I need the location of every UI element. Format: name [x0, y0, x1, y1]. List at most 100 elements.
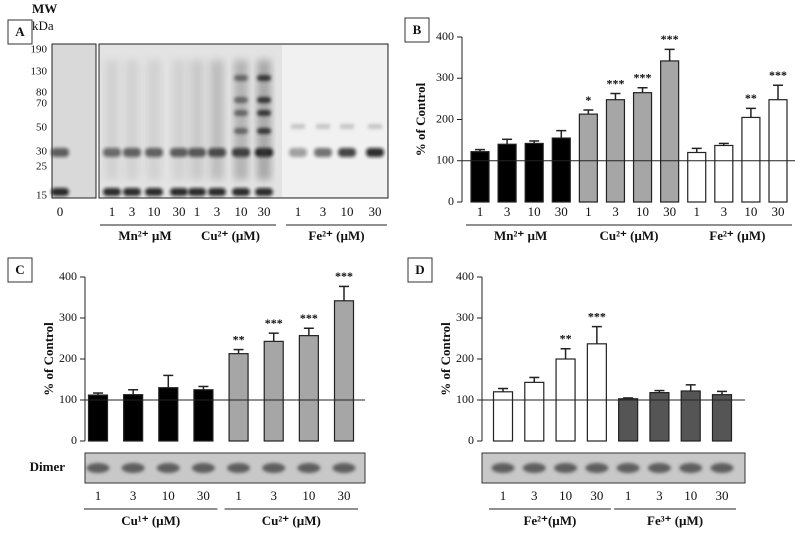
bar: [714, 144, 734, 203]
group-label: Cu²⁺ (µM): [262, 513, 321, 528]
y-tick-label: 300: [456, 310, 474, 324]
significance: ***: [634, 70, 652, 84]
x-tick-label: 1: [693, 204, 700, 219]
significance: **: [233, 332, 245, 346]
y-tick-label: 100: [456, 392, 474, 406]
blot-band: [616, 463, 640, 473]
gel-band: [257, 75, 271, 81]
x-tick-label: 30: [197, 488, 210, 503]
x-tick-label: 3: [504, 204, 511, 219]
gel-smear: [147, 60, 161, 180]
bar: [470, 151, 490, 203]
y-tick-label: 0: [71, 433, 77, 447]
x-tick-label: 30: [663, 204, 676, 219]
bar: [158, 387, 179, 442]
blot-band: [156, 463, 180, 473]
x-tick-label: 10: [528, 204, 541, 219]
y-tick-label: 100: [59, 392, 77, 406]
x-tick-label: 3: [721, 204, 728, 219]
gel-band: [51, 188, 69, 196]
bar: [768, 99, 788, 203]
gel-band: [188, 188, 206, 196]
mw-marker: 30: [36, 146, 48, 158]
gel-band: [234, 75, 248, 81]
panel-label: B: [413, 22, 422, 37]
bar: [228, 353, 249, 442]
lane-label: 30: [258, 204, 271, 219]
blot-band: [522, 463, 546, 473]
y-tick-label: 200: [456, 351, 474, 365]
blot-strip: [481, 452, 746, 484]
significance: ***: [265, 316, 283, 330]
gel-smear: [257, 60, 271, 180]
blot-band: [710, 463, 734, 473]
bar: [632, 92, 653, 203]
bar: [497, 143, 517, 203]
gel-band: [314, 148, 332, 157]
lane-label: 10: [235, 204, 248, 219]
y-axis-label: % of Control: [413, 82, 428, 156]
y-tick-label: 0: [468, 433, 474, 447]
panel-label: A: [15, 24, 25, 39]
significance: **: [560, 332, 572, 346]
blot-band: [647, 463, 671, 473]
gel-band: [170, 188, 188, 196]
significance: **: [745, 91, 757, 105]
panel-label: D: [415, 262, 424, 277]
bar: [298, 335, 319, 442]
gel-band: [338, 148, 356, 157]
bar: [586, 343, 607, 442]
group-label: Fe²⁺ (µM): [709, 228, 765, 243]
blot-band: [491, 463, 515, 473]
y-axis-label: % of Control: [41, 322, 56, 396]
lane-label: 30: [369, 204, 382, 219]
x-tick-label: 3: [656, 488, 663, 503]
lane-label: 3: [214, 204, 221, 219]
x-tick-label: 10: [636, 204, 649, 219]
bar: [687, 151, 707, 203]
y-tick-label: 200: [436, 111, 454, 125]
lane-label: 30: [173, 204, 186, 219]
x-tick-label: 3: [612, 204, 619, 219]
x-tick-label: 3: [130, 488, 137, 503]
group-label: Fe³⁺ (µM): [647, 513, 703, 528]
group-label: Mn²⁺ µM: [118, 228, 171, 243]
x-tick-label: 10: [684, 488, 697, 503]
gel-band: [291, 124, 305, 129]
gel-band: [366, 148, 384, 157]
panel-label-box: [407, 257, 433, 283]
lane-label: 0: [57, 204, 64, 219]
bar: [263, 340, 284, 442]
x-tick-label: 30: [338, 488, 351, 503]
gel-smear: [210, 60, 224, 180]
bar: [193, 389, 214, 442]
mw-title: MW: [32, 1, 57, 16]
mw-marker: 15: [36, 190, 48, 202]
panel-label-box: [404, 17, 430, 43]
lane-label: 10: [341, 204, 354, 219]
mw-marker: 190: [31, 44, 48, 56]
group-label: Fe²⁺(µM): [523, 513, 576, 528]
blot-band: [191, 463, 215, 473]
y-tick-label: 300: [436, 70, 454, 84]
gel-fe-region: [282, 45, 387, 197]
x-tick-label: 3: [531, 488, 538, 503]
bar: [618, 398, 639, 442]
x-tick-label: 10: [559, 488, 572, 503]
gel-band: [103, 188, 121, 196]
blot-band: [332, 463, 356, 473]
x-tick-label: 10: [302, 488, 315, 503]
bar: [87, 394, 109, 442]
gel-band: [257, 97, 271, 103]
y-tick-label: 0: [448, 194, 454, 208]
gel-band: [340, 124, 354, 129]
mw-marker: 130: [31, 66, 48, 78]
gel-band: [123, 188, 141, 196]
gel-band: [234, 128, 248, 134]
significance: ***: [769, 68, 787, 82]
x-tick-label: 10: [162, 488, 175, 503]
y-tick-label: 400: [436, 29, 454, 43]
x-tick-label: 10: [744, 204, 757, 219]
x-tick-label: 30: [772, 204, 785, 219]
